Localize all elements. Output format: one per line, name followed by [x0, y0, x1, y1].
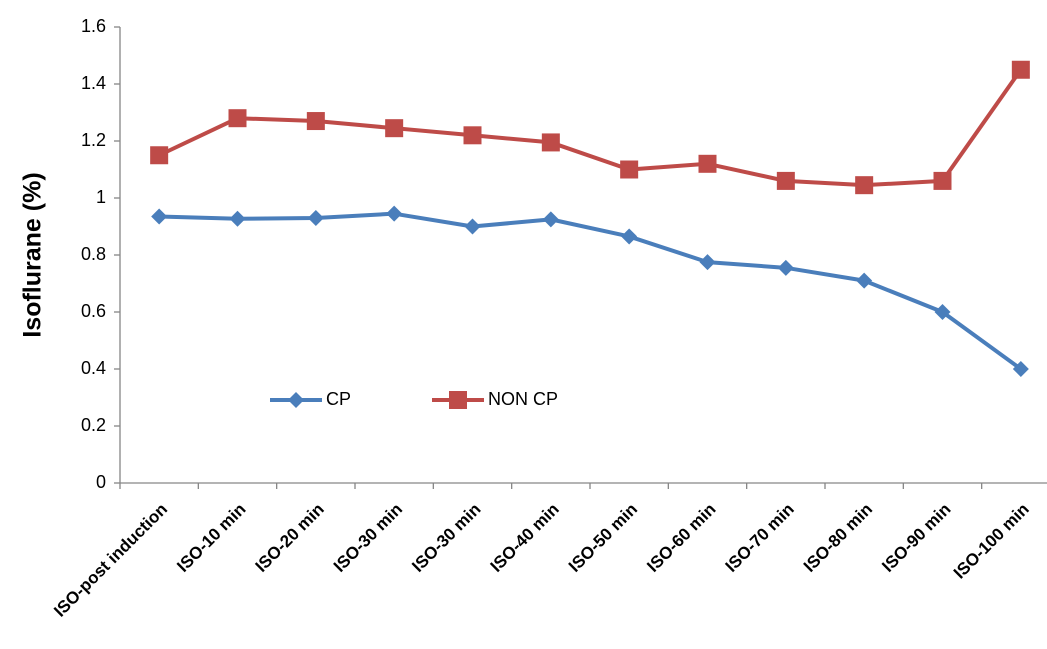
marker — [855, 176, 874, 195]
marker — [463, 126, 482, 145]
marker — [386, 205, 403, 222]
y-tick-label: 1 — [96, 187, 106, 207]
marker — [228, 109, 247, 128]
series-line — [159, 211, 1023, 371]
y-tick-label: 0.6 — [81, 301, 106, 321]
marker — [151, 208, 168, 225]
x-tick-label: ISO-60 min — [643, 500, 719, 576]
marker — [777, 259, 794, 276]
series-line — [158, 68, 1023, 188]
marker — [620, 160, 639, 179]
y-tick-label: 0 — [96, 472, 106, 492]
marker — [699, 254, 716, 271]
x-tick-label: ISO-90 min — [878, 500, 954, 576]
marker — [621, 228, 638, 245]
y-tick-label: 0.2 — [81, 415, 106, 435]
marker — [229, 210, 246, 227]
marker — [934, 304, 951, 320]
marker — [1011, 60, 1030, 79]
x-tick-label: ISO-70 min — [722, 500, 798, 576]
x-tick-label: ISO-30 min — [330, 500, 406, 576]
legend-label: NON CP — [488, 389, 558, 409]
marker — [776, 171, 795, 190]
markers — [151, 205, 1029, 377]
x-tick-label: ISO-100 min — [950, 500, 1033, 583]
marker — [698, 154, 717, 173]
x-tick-label: ISO-10 min — [173, 500, 249, 576]
marker — [464, 218, 481, 235]
marker — [542, 211, 559, 228]
x-tick-label: ISO-30 min — [408, 500, 484, 576]
x-tick-label: ISO-post induction — [50, 500, 171, 621]
x-tick-label: ISO-20 min — [252, 500, 328, 576]
marker — [933, 171, 952, 190]
x-tick-label: ISO-40 min — [487, 500, 563, 576]
y-tick-label: 0.4 — [81, 358, 106, 378]
legend-marker — [288, 392, 304, 408]
x-tick-label: ISO-80 min — [800, 500, 876, 576]
marker — [856, 272, 873, 289]
y-axis-label: Isoflurane (%) — [19, 172, 47, 337]
y-tick-label: 1.2 — [81, 130, 106, 150]
y-tick-label: 1.6 — [81, 16, 106, 36]
marker — [541, 133, 560, 152]
marker — [385, 119, 404, 138]
markers — [150, 60, 1030, 195]
legend-label: CP — [326, 389, 351, 409]
marker — [150, 146, 169, 165]
x-tick-label: ISO-50 min — [565, 500, 641, 576]
marker — [307, 209, 324, 226]
y-tick-label: 0.8 — [81, 244, 106, 264]
marker — [306, 112, 325, 131]
legend-marker — [449, 391, 467, 409]
marker — [1012, 361, 1029, 377]
y-tick-label: 1.4 — [81, 73, 106, 93]
